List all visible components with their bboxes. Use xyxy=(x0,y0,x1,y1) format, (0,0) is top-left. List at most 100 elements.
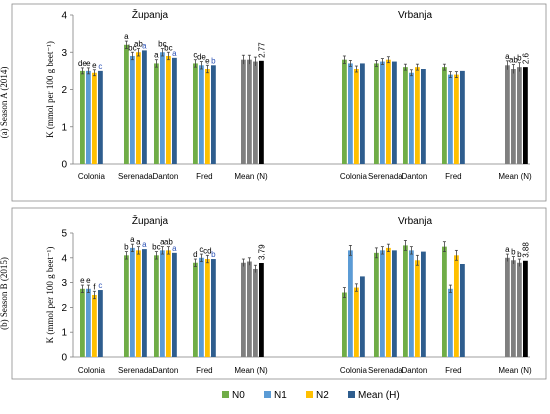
bar-mean-h- xyxy=(98,70,103,164)
bar-n0 xyxy=(80,288,85,357)
bar-n0 xyxy=(124,44,129,164)
bar-n2 xyxy=(386,247,391,357)
bar-n2 xyxy=(166,250,171,357)
category-label: Serenada xyxy=(368,172,403,181)
bar-overall-mean xyxy=(523,67,528,164)
legend-label: N2 xyxy=(316,390,329,401)
bar-mean-h- xyxy=(211,65,216,164)
significance-letter: c xyxy=(98,281,102,290)
location-title: Županja xyxy=(132,8,169,21)
significance-letter: a xyxy=(172,49,177,58)
bar-n1 xyxy=(160,52,165,164)
bar-n1 xyxy=(448,74,453,164)
legend-label: N1 xyxy=(274,390,287,401)
bar-n2 xyxy=(415,67,420,164)
y-tick-label: 2 xyxy=(61,303,67,314)
bar-n1 xyxy=(130,247,135,357)
bar-n2 xyxy=(454,255,459,357)
bar-mean-n xyxy=(247,261,252,357)
y-tick-label: 1 xyxy=(61,328,67,339)
category-label: Danton xyxy=(153,366,179,375)
significance-letter: b xyxy=(211,250,216,259)
overall-mean-label: 3.79 xyxy=(257,244,266,260)
location-title: Županja xyxy=(132,214,169,227)
panel-row-label: (a) Season A (2014) xyxy=(0,67,9,139)
bar-mean-n xyxy=(511,69,516,164)
legend-swatch xyxy=(348,391,355,398)
significance-letter: ab xyxy=(164,238,173,247)
panel-border xyxy=(11,3,547,202)
category-label: Danton xyxy=(402,172,428,181)
chart-panel-season-a: (a) Season A (2014) K (mmol per 100 g bee… xyxy=(0,3,547,202)
category-label: Colonia xyxy=(78,366,106,375)
bar-n2 xyxy=(354,287,359,357)
category-label: Serenada xyxy=(118,366,153,375)
bar-n0 xyxy=(154,63,159,164)
y-tick-label: 1 xyxy=(61,122,67,133)
legend-label: Mean (H) xyxy=(358,390,400,401)
bar-n1 xyxy=(380,250,385,357)
y-tick-label: 0 xyxy=(61,353,67,364)
bar-n1 xyxy=(130,55,135,164)
significance-letter: a xyxy=(154,51,159,60)
legend-label: N0 xyxy=(232,390,245,401)
bar-n2 xyxy=(454,74,459,164)
bar-n0 xyxy=(342,59,347,165)
bar-mean-h- xyxy=(98,290,103,357)
bar-n1 xyxy=(86,288,91,357)
bar-overall-mean xyxy=(259,263,264,357)
bar-n0 xyxy=(374,63,379,164)
bar-mean-n xyxy=(505,65,510,164)
overall-mean-label: 3.88 xyxy=(521,242,530,258)
significance-letter: e xyxy=(92,61,97,70)
significance-letter: ab xyxy=(134,40,143,49)
significance-letter: a xyxy=(505,245,510,254)
significance-letter: cd xyxy=(203,246,211,255)
location-title: Vrbanja xyxy=(398,216,433,227)
y-axis-label: K (mmol per 100 g beet⁻¹) xyxy=(45,247,55,344)
y-tick-label: 3 xyxy=(61,278,67,289)
category-label: Serenada xyxy=(118,172,153,181)
legend-swatch xyxy=(264,391,271,398)
significance-letter: a xyxy=(130,235,135,244)
significance-letter: b xyxy=(211,56,216,65)
chart-panel-season-b: (b) Season B (2015) K (mmol per 100 g bee… xyxy=(0,207,547,380)
significance-letter: a xyxy=(142,41,147,50)
significance-letter: bc xyxy=(158,40,166,49)
significance-letter: bc xyxy=(164,43,172,52)
bar-n0 xyxy=(442,67,447,164)
y-tick-label: 4 xyxy=(61,253,67,264)
significance-letter: a xyxy=(172,244,177,253)
bar-mean-h- xyxy=(421,251,426,357)
bar-mean-h- xyxy=(172,252,177,357)
significance-letter: a xyxy=(505,52,510,61)
chart-panels: (a) Season A (2014) K (mmol per 100 g bee… xyxy=(0,3,547,380)
bar-mean-h- xyxy=(142,249,147,357)
bar-mean-n xyxy=(253,61,258,164)
bar-n2 xyxy=(136,52,141,164)
bar-n0 xyxy=(403,67,408,164)
bar-n2 xyxy=(354,69,359,164)
category-label: Colonia xyxy=(340,172,368,181)
bar-mean-n xyxy=(511,260,516,357)
bar-mean-h- xyxy=(142,50,147,165)
significance-letter: c xyxy=(98,62,102,71)
legend-swatch xyxy=(306,391,313,398)
significance-letter: c xyxy=(199,245,203,254)
legend: N0 N1 N2 Mean (H) xyxy=(222,390,400,401)
significance-letter: c xyxy=(193,51,197,60)
bar-mean-n xyxy=(505,257,510,357)
bar-n1 xyxy=(199,65,204,164)
mean-n-label: Mean (N) xyxy=(498,366,532,375)
bar-n0 xyxy=(442,246,447,357)
y-tick-label: 5 xyxy=(61,229,67,240)
category-label: Colonia xyxy=(78,172,106,181)
bar-n2 xyxy=(166,55,171,164)
bar-n0 xyxy=(403,245,408,357)
panel-border xyxy=(11,207,547,380)
significance-letter: de xyxy=(197,53,206,62)
bar-mean-h- xyxy=(460,70,465,164)
bar-n0 xyxy=(124,255,129,357)
